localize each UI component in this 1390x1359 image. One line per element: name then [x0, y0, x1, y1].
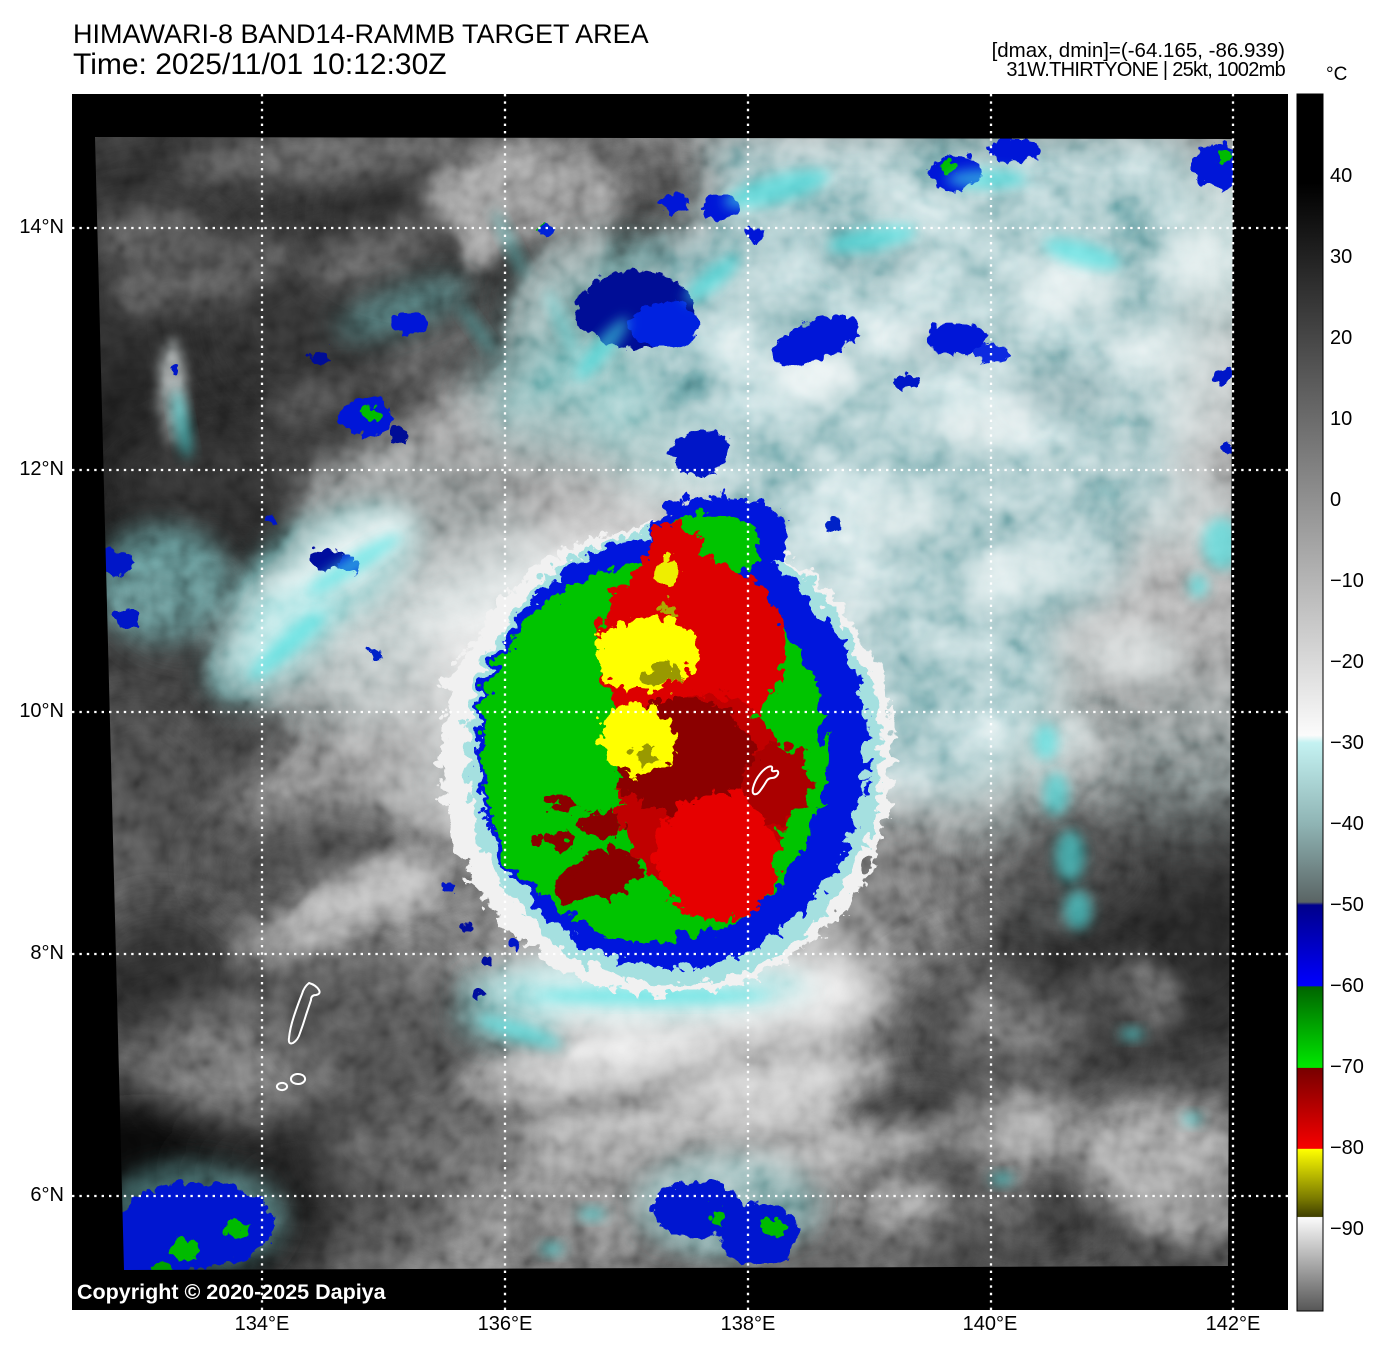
svg-text:Copyright © 2020-2025 Dapiya: Copyright © 2020-2025 Dapiya: [77, 1280, 387, 1304]
